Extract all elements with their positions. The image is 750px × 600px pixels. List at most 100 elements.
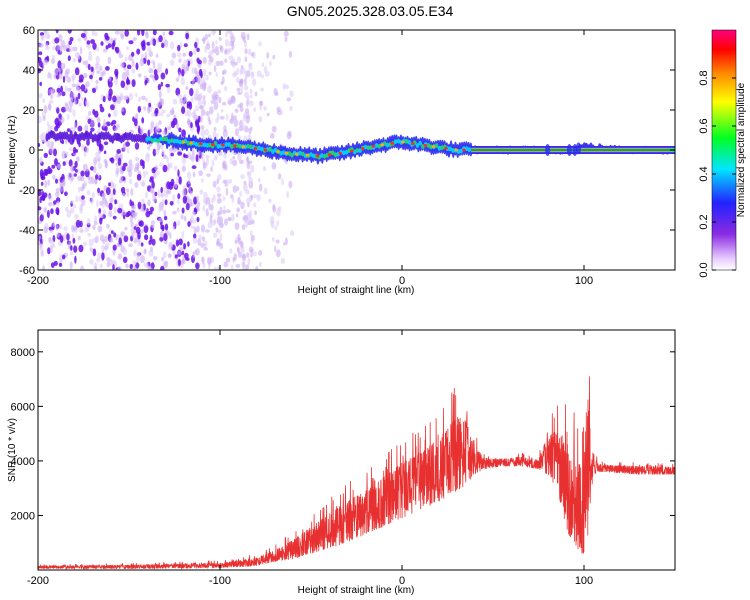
noise-speck (182, 195, 188, 204)
noise-speck (156, 102, 161, 108)
colorbar-tick-label: 0.0 (698, 262, 710, 277)
noise-speck (229, 248, 233, 254)
noise-speck (244, 56, 248, 63)
ridge-core (194, 141, 199, 147)
noise-speck (240, 65, 244, 69)
noise-speck (283, 30, 289, 37)
noise-speck (148, 102, 152, 108)
ridge-core (246, 143, 250, 149)
noise-speck (80, 175, 85, 182)
noise-speck (221, 101, 227, 106)
noise-speck (149, 206, 155, 212)
noise-speck (219, 44, 223, 51)
noise-speck (109, 197, 114, 203)
noise-speck (230, 59, 234, 66)
noise-speck (95, 174, 99, 180)
noise-speck (137, 106, 141, 113)
noise-speck (203, 247, 208, 251)
noise-speck (190, 225, 195, 230)
noise-speck (283, 242, 286, 246)
noise-speck (97, 225, 103, 233)
noise-speck (137, 239, 142, 246)
noise-speck (178, 238, 183, 246)
noise-speck (105, 201, 109, 208)
noise-speck (163, 260, 169, 268)
noise-speck (223, 86, 228, 92)
noise-speck (236, 207, 240, 213)
noise-speck (162, 31, 165, 37)
noise-speck (88, 238, 94, 247)
snr-frame (37, 329, 676, 571)
noise-speck (187, 221, 191, 227)
noise-speck (239, 190, 242, 198)
noise-speck (232, 185, 238, 193)
noise-speck (70, 200, 74, 204)
noise-speck (67, 55, 71, 62)
noise-speck (160, 265, 165, 270)
noise-speck (170, 41, 175, 50)
noise-speck (215, 40, 218, 45)
noise-speck (175, 239, 180, 247)
colorbar: 0.0 0.2 0.4 0.6 0.8 Normalized spectral ampl… (698, 29, 747, 278)
ridge-core (342, 150, 346, 156)
noise-speck (60, 116, 65, 124)
noise-speck (205, 74, 209, 81)
noise-speck (187, 60, 191, 67)
noise-speck (270, 132, 275, 139)
ridge-peak (371, 144, 376, 148)
noise-speck (39, 81, 42, 87)
snr-series-line (38, 376, 675, 570)
noise-speck (87, 63, 91, 71)
noise-speck (126, 191, 130, 198)
noise-speck (211, 41, 215, 50)
noise-speck (205, 211, 210, 217)
noise-speck (223, 205, 226, 210)
noise-speck (222, 196, 226, 202)
noise-speck (90, 120, 95, 129)
noise-speck (147, 46, 152, 53)
noise-speck (95, 151, 99, 159)
noise-speck (77, 235, 81, 241)
noise-speck (264, 70, 270, 77)
noise-speck (65, 206, 69, 212)
noise-speck (115, 167, 120, 175)
noise-speck (73, 173, 78, 177)
snr-x-tick-label: -100 (209, 575, 231, 587)
noise-speck (162, 130, 167, 136)
noise-speck (39, 32, 45, 36)
noise-speck (237, 237, 242, 245)
noise-speck (74, 99, 77, 105)
noise-speck (215, 72, 218, 77)
noise-speck (227, 100, 233, 105)
noise-speck (219, 218, 223, 227)
noise-speck (38, 43, 42, 49)
noise-speck (179, 247, 184, 251)
noise-speck (95, 79, 99, 85)
noise-speck (172, 226, 176, 231)
noise-speck (77, 92, 81, 100)
noise-speck (213, 65, 217, 73)
noise-speck (244, 85, 249, 91)
noise-speck (254, 210, 257, 216)
noise-speck (94, 235, 100, 244)
noise-speck (237, 153, 242, 161)
noise-speck (181, 250, 185, 256)
spectrogram-y-tick-label: -60 (19, 265, 35, 277)
noise-speck (124, 226, 128, 231)
noise-speck (179, 97, 184, 104)
noise-speck (215, 60, 220, 67)
noise-speck (97, 252, 101, 260)
noise-speck (114, 153, 119, 162)
noise-speck (120, 35, 124, 40)
noise-speck (221, 209, 227, 215)
noise-speck (158, 120, 162, 125)
snr-x-tick-label: 100 (575, 575, 593, 587)
noise-speck (186, 103, 190, 109)
noise-speck (42, 265, 45, 270)
noise-speck (227, 41, 233, 47)
noise-speck (139, 58, 145, 67)
noise-speck (101, 244, 105, 252)
steady-wobble (576, 142, 581, 155)
ridge-core (243, 144, 248, 150)
noise-speck (211, 197, 214, 204)
